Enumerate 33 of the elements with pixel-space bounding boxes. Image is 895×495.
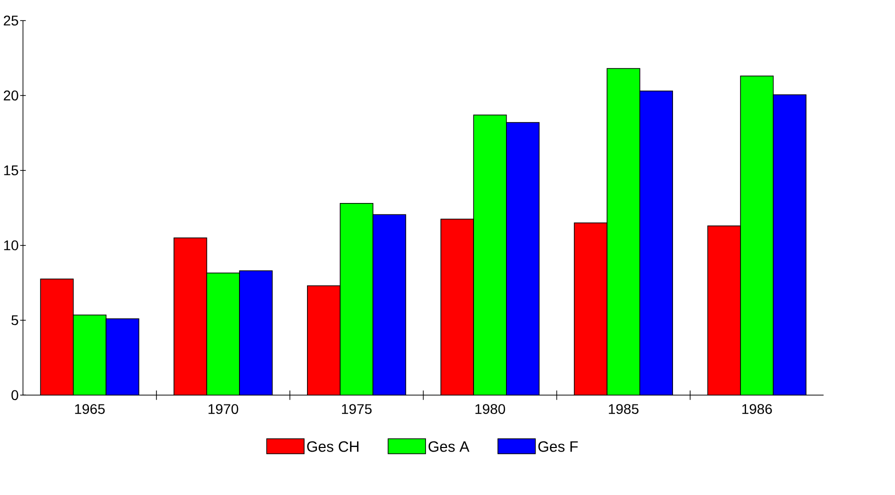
y-tick-label: 15 (4, 165, 18, 176)
bar (307, 286, 340, 395)
bar (174, 238, 207, 395)
legend-label: Ges CH (307, 441, 358, 452)
bar (640, 90, 673, 395)
x-tick-label: 1980 (475, 404, 506, 414)
x-tick-label: 1970 (208, 404, 238, 414)
bar (574, 222, 608, 395)
bar (372, 214, 406, 395)
bar (740, 75, 774, 395)
bar (440, 218, 474, 395)
bar (506, 122, 540, 395)
y-tick-label: 20 (4, 90, 18, 100)
bar (40, 278, 74, 395)
y-tick-label: 25 (4, 15, 18, 26)
bar (106, 318, 139, 395)
bar (206, 272, 240, 395)
x-tick-label: 1985 (608, 404, 638, 414)
y-tick-label: 5 (11, 315, 18, 325)
legend-label: Ges A (428, 441, 470, 452)
bar (707, 225, 741, 395)
bar (73, 314, 106, 395)
x-tick-label: 1965 (75, 404, 105, 414)
bar (474, 114, 506, 395)
bar (772, 94, 806, 395)
bar (240, 270, 272, 395)
bar (607, 68, 640, 395)
bar (340, 203, 373, 395)
legend-label: Ges F (538, 441, 578, 452)
x-tick-label: 1986 (742, 404, 772, 414)
y-tick-label: 0 (11, 390, 18, 400)
y-tick-label: 10 (4, 240, 18, 250)
x-tick-label: 1975 (342, 404, 372, 414)
